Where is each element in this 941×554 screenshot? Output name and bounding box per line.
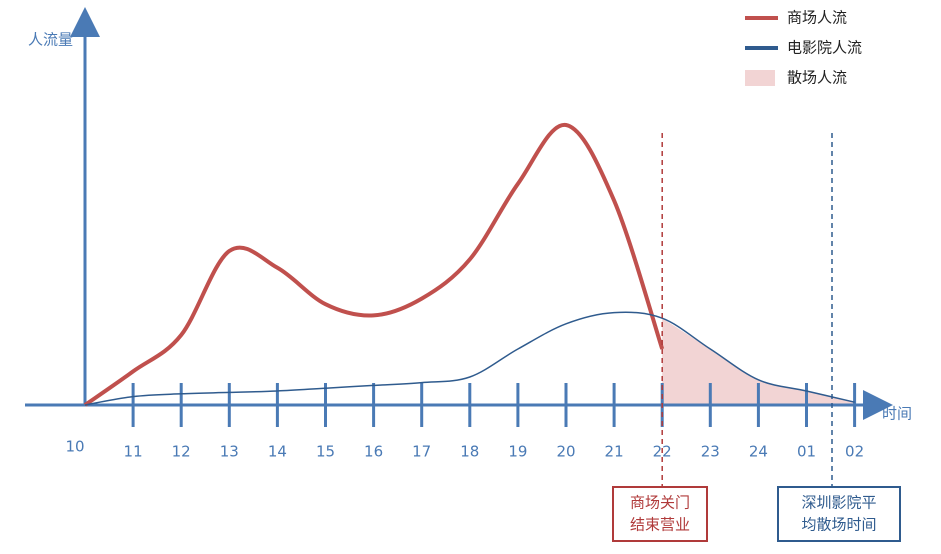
y-axis-label: 人流量 [28,31,73,49]
x-tick-label: 17 [412,443,431,461]
x-tick-label: 10 [65,438,84,456]
line [84,311,855,406]
x-tick-label: 14 [268,443,287,461]
line [83,122,665,407]
annotation-box [777,486,901,542]
legend-label: 商场人流 [787,9,847,27]
x-tick-label: 01 [797,443,816,461]
x-tick-label: 11 [124,443,143,461]
x-tick-label: 13 [220,443,239,461]
x-tick-label: 19 [508,443,527,461]
x-tick-label: 24 [749,443,768,461]
x-tick-label: 15 [316,443,335,461]
x-tick-label: 23 [701,443,720,461]
x-tick-label: 21 [605,443,624,461]
x-tick-label: 16 [364,443,383,461]
annotation-box [612,486,708,542]
legend-swatch [745,70,775,86]
x-axis-label: 时间 [882,405,912,423]
annotation-text: 商场关门 [630,494,690,512]
x-tick-label: 12 [172,443,191,461]
annotation-text: 均散场时间 [801,516,876,534]
annotation-text: 深圳影院平 [801,494,876,512]
x-tick-label: 20 [556,443,575,461]
annotation-text: 结束营业 [630,516,690,534]
legend-label: 散场人流 [787,69,847,87]
x-tick-label: 18 [460,443,479,461]
x-tick-label: 02 [845,443,864,461]
legend-label: 电影院人流 [787,39,862,57]
